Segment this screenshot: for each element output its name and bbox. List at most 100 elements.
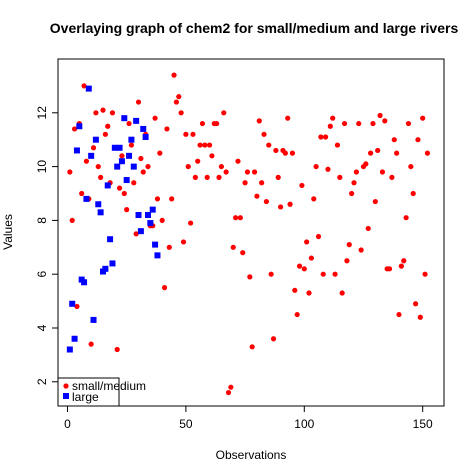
data-point-small-medium	[386, 266, 393, 272]
data-point-small-medium	[128, 142, 135, 148]
data-point-large	[102, 265, 109, 272]
data-point-small-medium	[114, 346, 120, 353]
data-point-large	[135, 212, 142, 219]
data-point-large	[144, 212, 151, 219]
data-point-large	[140, 125, 147, 132]
data-point-small-medium	[124, 207, 130, 213]
data-point-large	[81, 279, 88, 286]
data-point-large	[137, 228, 144, 235]
data-point-small-medium	[152, 115, 158, 121]
data-point-small-medium	[185, 163, 191, 170]
data-point-large	[107, 236, 114, 243]
data-point-small-medium	[285, 115, 291, 121]
plot-area-frame	[57, 58, 445, 407]
data-point-small-medium	[235, 158, 241, 164]
data-point-small-medium	[341, 120, 348, 127]
data-point-small-medium	[79, 190, 85, 197]
data-point-small-medium	[81, 83, 87, 89]
data-point-small-medium	[382, 118, 388, 124]
data-point-small-medium	[263, 198, 269, 205]
data-point-small-medium	[367, 150, 374, 156]
data-point-small-medium	[278, 204, 284, 210]
data-point-small-medium	[344, 258, 350, 264]
data-point-large	[142, 134, 149, 141]
data-point-small-medium	[233, 215, 239, 221]
data-point-small-medium	[199, 120, 206, 127]
data-point-small-medium	[370, 120, 376, 127]
data-point-small-medium	[74, 303, 80, 310]
data-point-small-medium	[140, 169, 146, 175]
data-point-large	[90, 316, 97, 323]
data-point-small-medium	[251, 169, 258, 175]
y-tick-label: 6	[35, 271, 49, 278]
data-point-small-medium	[183, 131, 189, 137]
data-point-large	[111, 144, 118, 151]
data-point-small-medium	[282, 150, 288, 156]
data-point-small-medium	[339, 290, 345, 296]
data-point-small-medium	[330, 115, 336, 121]
data-point-small-medium	[223, 169, 229, 175]
data-point-large	[126, 152, 133, 159]
data-point-small-medium	[322, 134, 329, 140]
data-point-small-medium	[268, 271, 274, 277]
data-point-small-medium	[351, 180, 357, 186]
data-point-small-medium	[273, 147, 279, 154]
data-point-small-medium	[292, 287, 298, 293]
data-point-small-medium	[289, 150, 296, 156]
data-point-large	[121, 115, 128, 122]
x-tick-label: 50	[179, 417, 193, 431]
data-point-small-medium	[188, 220, 194, 226]
data-point-small-medium	[230, 244, 236, 250]
data-point-small-medium	[221, 110, 227, 116]
data-point-small-medium	[169, 196, 175, 202]
data-point-small-medium	[266, 142, 272, 148]
legend-box	[57, 377, 120, 407]
data-point-small-medium	[408, 163, 414, 170]
data-point-small-medium	[259, 180, 265, 186]
data-point-small-medium	[353, 169, 359, 175]
data-point-small-medium	[228, 384, 234, 390]
data-point-small-medium	[131, 180, 137, 186]
data-point-small-medium	[105, 123, 111, 129]
data-point-small-medium	[401, 258, 407, 264]
data-point-small-medium	[325, 166, 331, 172]
data-point-large	[123, 177, 130, 184]
data-point-small-medium	[256, 118, 262, 124]
data-point-small-medium	[173, 99, 180, 105]
data-point-small-medium	[161, 285, 168, 291]
data-point-large	[116, 144, 123, 151]
data-point-small-medium	[270, 336, 277, 342]
axis-ticks: 0 50 100 150 2 4 6 8 10 12	[35, 106, 433, 431]
data-point-small-medium	[195, 158, 201, 164]
data-point-small-medium	[98, 174, 104, 180]
data-point-small-medium	[403, 215, 409, 221]
data-point-small-medium	[249, 344, 255, 350]
data-point-large	[118, 158, 125, 165]
data-point-small-medium	[109, 110, 116, 116]
legend: small/medium large	[57, 377, 146, 407]
legend-marker-small-medium	[63, 383, 69, 389]
data-point-small-medium	[126, 120, 132, 127]
data-point-small-medium	[306, 290, 312, 296]
y-axis-label: Values	[1, 214, 15, 250]
data-point-small-medium	[396, 311, 402, 318]
data-point-large	[66, 346, 73, 353]
data-point-large	[152, 241, 159, 248]
data-point-large	[83, 195, 90, 202]
data-point-small-medium	[275, 174, 281, 180]
data-point-large	[71, 335, 78, 342]
data-point-small-medium	[254, 193, 260, 199]
data-point-small-medium	[135, 99, 142, 105]
data-point-small-medium	[394, 150, 400, 156]
data-point-small-medium	[67, 169, 73, 175]
data-point-small-medium	[71, 126, 78, 132]
data-point-small-medium	[244, 169, 251, 175]
data-point-small-medium	[202, 142, 208, 148]
x-tick-label: 100	[294, 417, 314, 431]
data-point-large	[109, 260, 116, 267]
data-point-large	[69, 300, 76, 307]
data-point-large	[92, 136, 99, 143]
data-point-small-medium	[154, 196, 161, 202]
data-point-small-medium	[337, 174, 343, 180]
